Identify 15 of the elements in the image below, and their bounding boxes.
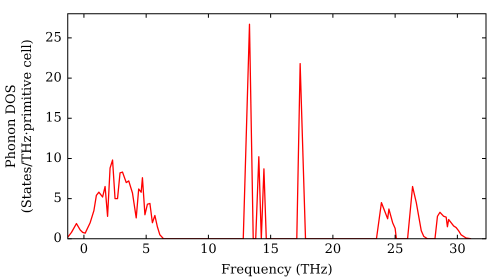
y-tick-label: 5	[53, 190, 62, 206]
x-tick-label: 5	[142, 242, 150, 257]
y-tick-label: 20	[45, 70, 62, 86]
x-tick-label: 30	[449, 242, 466, 257]
x-axis-title: Frequency (THz)	[221, 262, 333, 278]
x-tick-label: 20	[324, 242, 342, 257]
x-tick-label: 10	[200, 242, 217, 257]
x-tick-label: 0	[80, 242, 88, 257]
x-tick-label: 25	[386, 242, 404, 257]
y-tick-label: 15	[45, 110, 62, 126]
y-tick-label: 0	[53, 231, 62, 246]
x-tick-label: 15	[262, 242, 279, 257]
y-tick-label: 25	[45, 30, 62, 46]
y-tick-label: 10	[45, 150, 62, 166]
y-axis-title: Phonon DOS (States/THz·primitive cell)	[4, 39, 35, 214]
